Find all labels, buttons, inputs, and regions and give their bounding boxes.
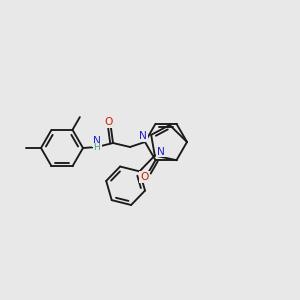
- Text: N: N: [93, 136, 101, 146]
- Text: H: H: [94, 143, 100, 152]
- Text: O: O: [140, 172, 149, 182]
- Text: O: O: [105, 117, 113, 127]
- Text: N: N: [139, 131, 147, 141]
- Text: N: N: [157, 146, 165, 157]
